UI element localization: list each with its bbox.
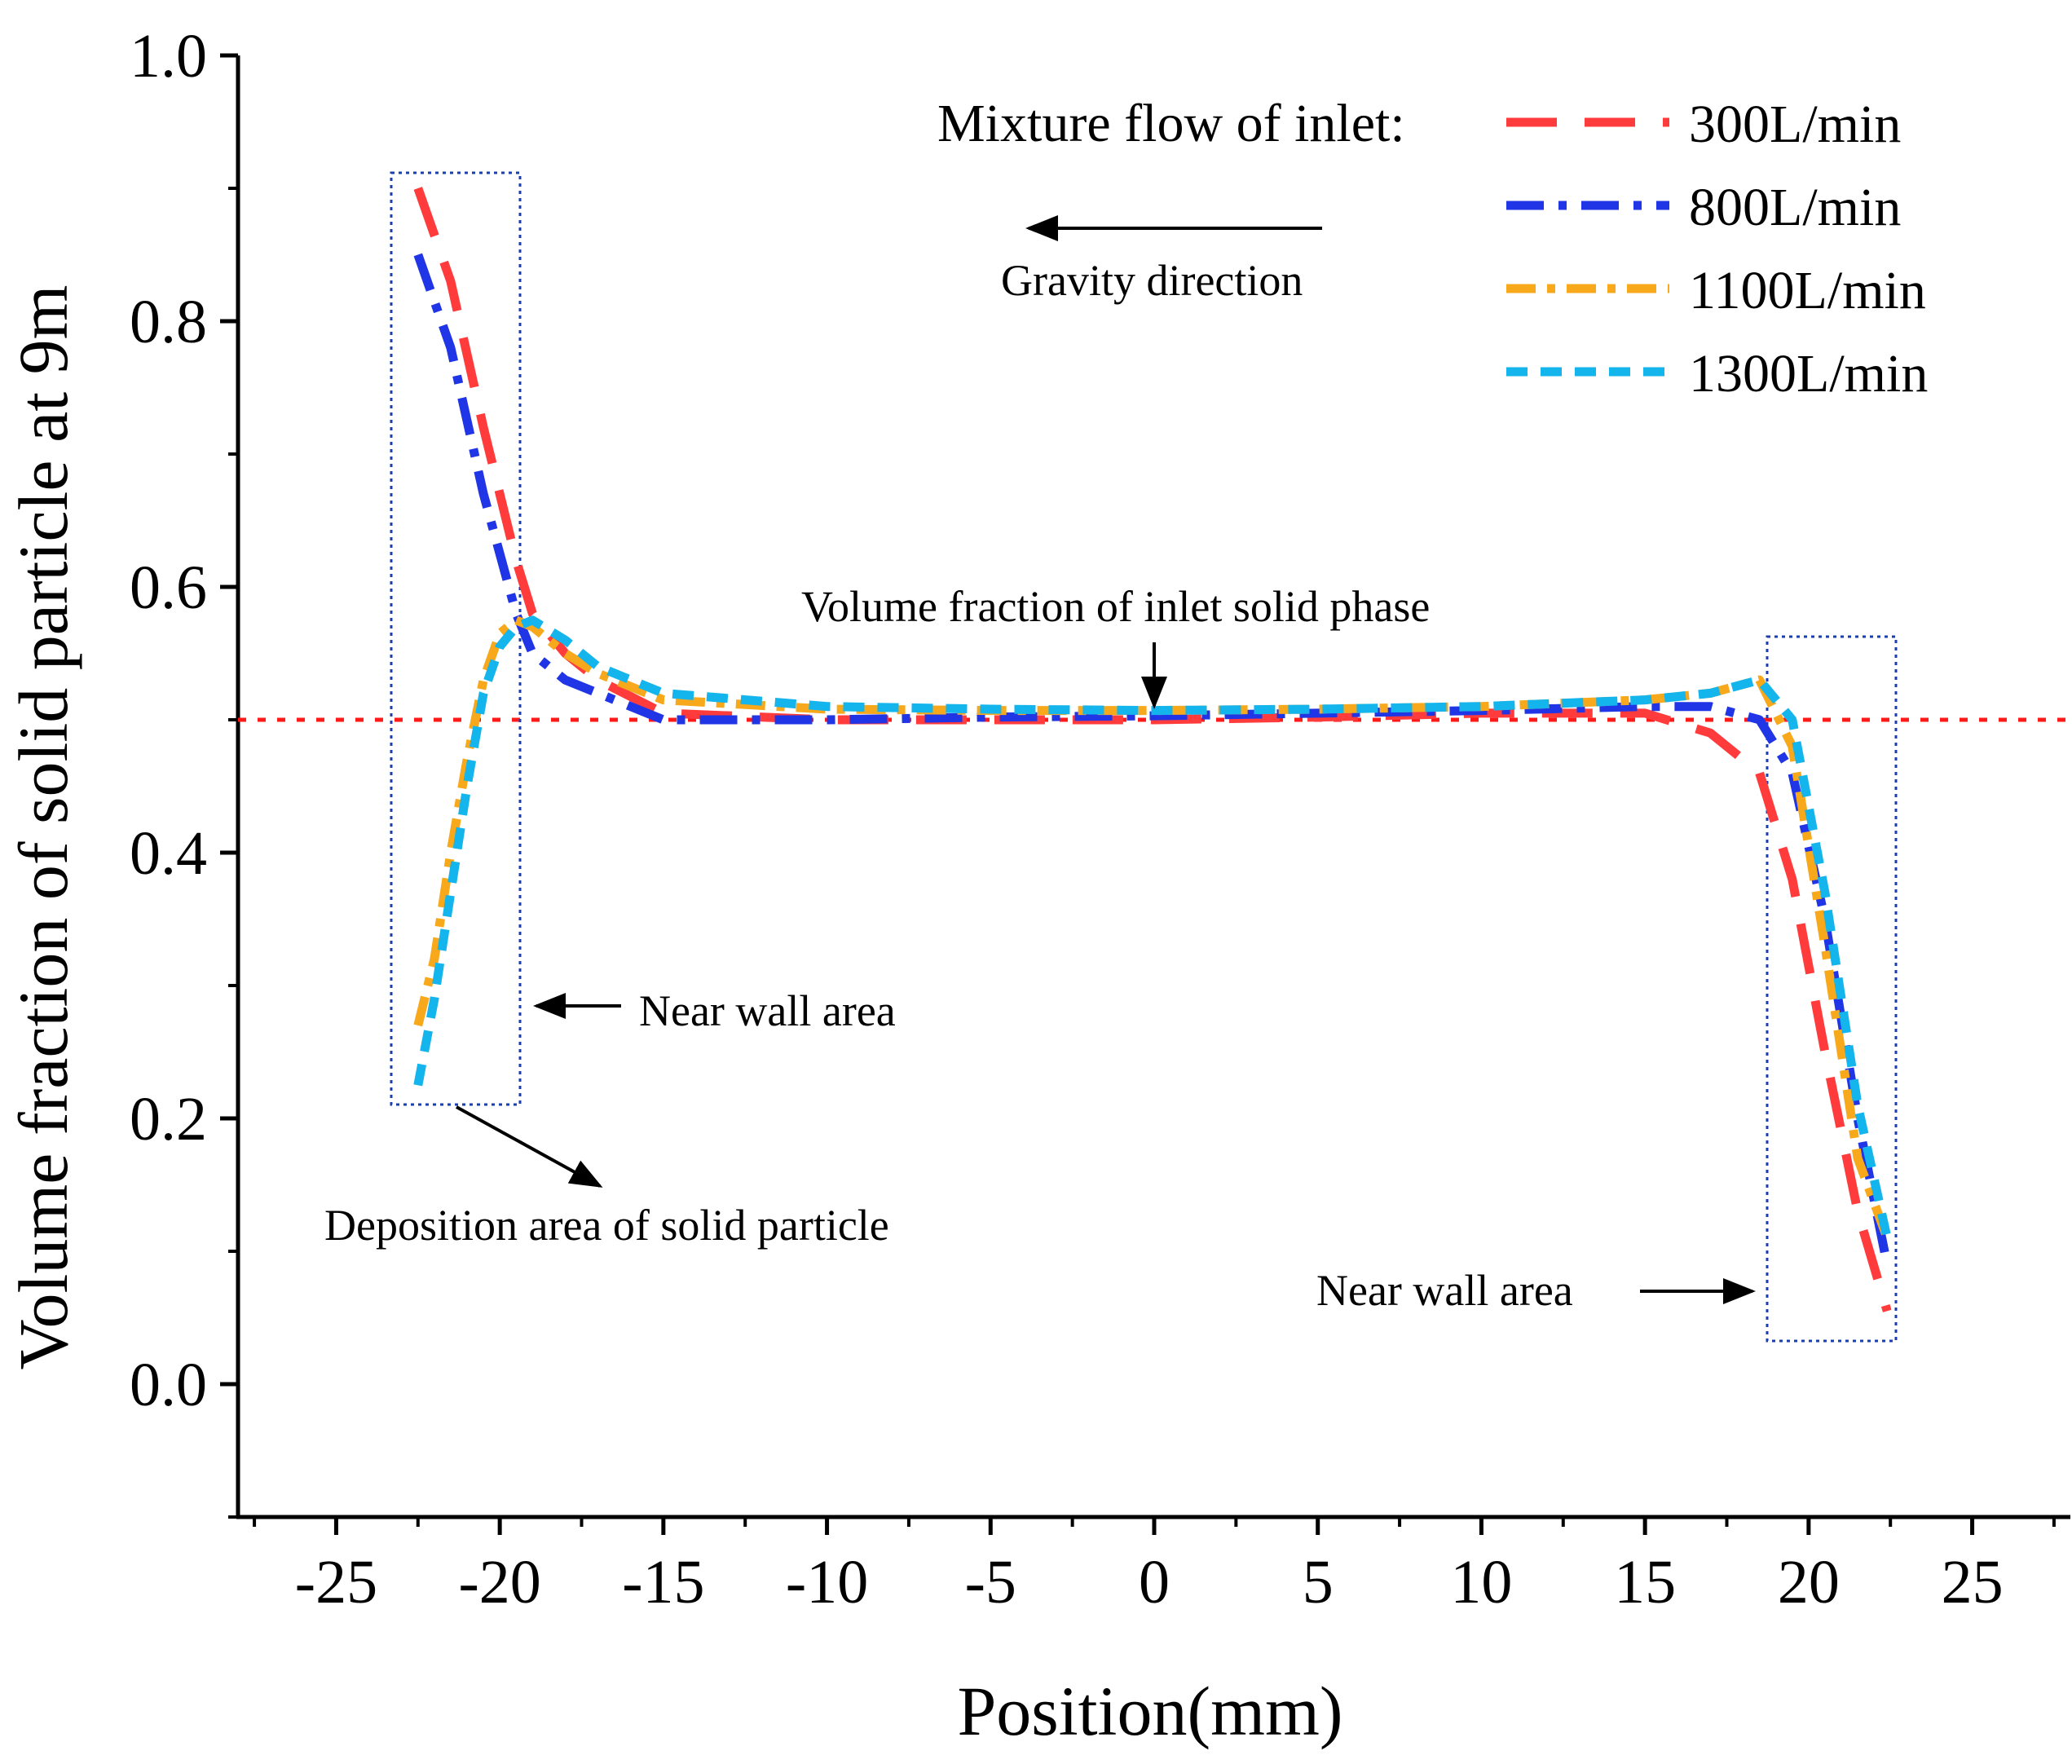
- y-tick-label: 0.0: [130, 1351, 207, 1419]
- x-tick-label: 0: [1139, 1548, 1170, 1616]
- series-layer: [413, 187, 1892, 1312]
- x-tick-label: -10: [786, 1548, 868, 1616]
- series-line-800l-min: [413, 253, 1892, 1266]
- x-tick-label: -15: [622, 1548, 704, 1616]
- x-tick-label: 20: [1778, 1548, 1840, 1616]
- near-wall-label-right: Near wall area: [1316, 1266, 1573, 1315]
- y-tick-label: 0.6: [130, 553, 207, 622]
- x-tick-label: 15: [1614, 1548, 1676, 1616]
- x-tick-label: 10: [1450, 1548, 1512, 1616]
- deposition-label: Deposition area of solid particle: [324, 1201, 889, 1250]
- y-tick-label: 0.8: [130, 288, 207, 356]
- y-ticks: 0.0 0.2 0.4 0.6 0.8 1.0: [130, 22, 238, 1519]
- x-tick-label: 5: [1303, 1548, 1334, 1616]
- x-tick-label: -20: [458, 1548, 540, 1616]
- gravity-label: Gravity direction: [1001, 256, 1303, 305]
- x-tick-label: -5: [965, 1548, 1016, 1616]
- y-axis-title: Volume fraction of solid particle at 9m: [4, 284, 82, 1369]
- x-tick-label: 25: [1942, 1548, 2004, 1616]
- legend-title: Mixture flow of inlet:: [937, 94, 1405, 153]
- legend-label: 1300L/min: [1689, 344, 1928, 404]
- near-wall-label-left: Near wall area: [639, 986, 896, 1035]
- series-line-300l-min: [413, 187, 1892, 1312]
- deposition-arrow: [456, 1105, 603, 1188]
- legend-label: 800L/min: [1689, 178, 1901, 237]
- legend: Mixture flow of inlet: 300L/min 800L/min 1…: [937, 94, 1928, 404]
- y-tick-label: 0.2: [130, 1085, 207, 1153]
- inlet-fraction-label: Volume fraction of inlet solid phase: [801, 582, 1430, 631]
- x-ticks: -25 -20 -15 -10 -5 0 5 10 15 20 25: [253, 1517, 2056, 1616]
- deposition-box-left: [390, 171, 522, 1106]
- legend-label: 300L/min: [1689, 95, 1901, 154]
- y-tick-label: 0.4: [130, 819, 207, 888]
- near-wall-box-right: [1766, 635, 1898, 1343]
- y-tick-label: 1.0: [130, 22, 207, 90]
- series-line-1300l-min: [413, 615, 1892, 1239]
- x-axis-title: Position(mm): [957, 1672, 1342, 1750]
- legend-label: 1100L/min: [1689, 261, 1926, 320]
- x-tick-label: -25: [295, 1548, 377, 1616]
